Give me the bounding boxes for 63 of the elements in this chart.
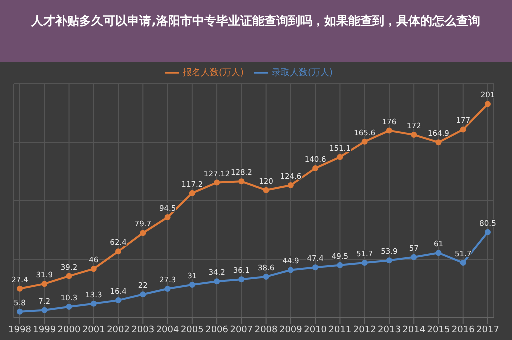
x-tick-label: 2001 [82, 325, 106, 336]
point [362, 260, 368, 266]
x-tick-label: 2015 [427, 325, 450, 336]
point [189, 190, 196, 196]
x-tick-label: 2016 [452, 325, 476, 336]
chart-title: 人才补贴多久可以申请,洛阳市中专毕业证能查询到吗，如果能查到，具体的怎么查询 [0, 0, 512, 62]
point [288, 182, 294, 188]
point [362, 138, 368, 145]
x-tick-label: 2011 [328, 325, 352, 336]
x-tick-label: 2008 [254, 325, 278, 336]
point [66, 304, 72, 310]
point [436, 140, 442, 146]
x-tick-label: 2012 [353, 325, 376, 336]
x-tick-label: 2003 [132, 325, 155, 336]
point [386, 258, 392, 264]
x-tick-label: 2007 [230, 325, 254, 336]
x-tick-label: 2010 [304, 325, 328, 336]
point [238, 178, 245, 185]
point [90, 300, 97, 307]
x-tick-label: 2005 [180, 325, 204, 336]
x-tick-label: 1998 [8, 325, 32, 336]
point [386, 128, 392, 134]
legend-label: 录取人数(万人) [272, 68, 334, 78]
point [312, 165, 319, 172]
x-tick-label: 2002 [107, 325, 130, 336]
point [66, 273, 72, 280]
point [42, 307, 48, 314]
point [17, 286, 23, 292]
point [238, 276, 245, 283]
point [189, 282, 196, 288]
point [337, 154, 344, 160]
point [460, 260, 466, 266]
point [263, 187, 270, 194]
x-tick-label: 2006 [206, 325, 229, 336]
point [116, 298, 122, 304]
point [436, 250, 442, 256]
point [411, 132, 418, 138]
point [411, 254, 418, 260]
point [214, 278, 220, 285]
point [485, 101, 491, 108]
point [164, 214, 171, 220]
x-tick-label: 2000 [58, 325, 81, 336]
point [164, 286, 171, 292]
point [460, 126, 466, 133]
x-tick-label: 2009 [279, 325, 303, 336]
point [485, 229, 491, 236]
x-tick-label: 2014 [402, 325, 426, 336]
point [17, 308, 23, 315]
point [288, 267, 294, 274]
point [214, 180, 220, 186]
point [337, 262, 344, 268]
point [42, 281, 48, 288]
point [263, 274, 270, 280]
x-tick-label: 2004 [156, 325, 180, 336]
x-tick-label: 2013 [378, 325, 401, 336]
point [140, 292, 146, 298]
point [116, 248, 122, 255]
point [312, 264, 319, 271]
x-tick-label: 2017 [476, 325, 500, 336]
legend-label: 报名人数(万人) [182, 68, 244, 78]
point [90, 266, 97, 272]
point [140, 230, 146, 236]
x-tick-label: 1999 [33, 325, 56, 336]
